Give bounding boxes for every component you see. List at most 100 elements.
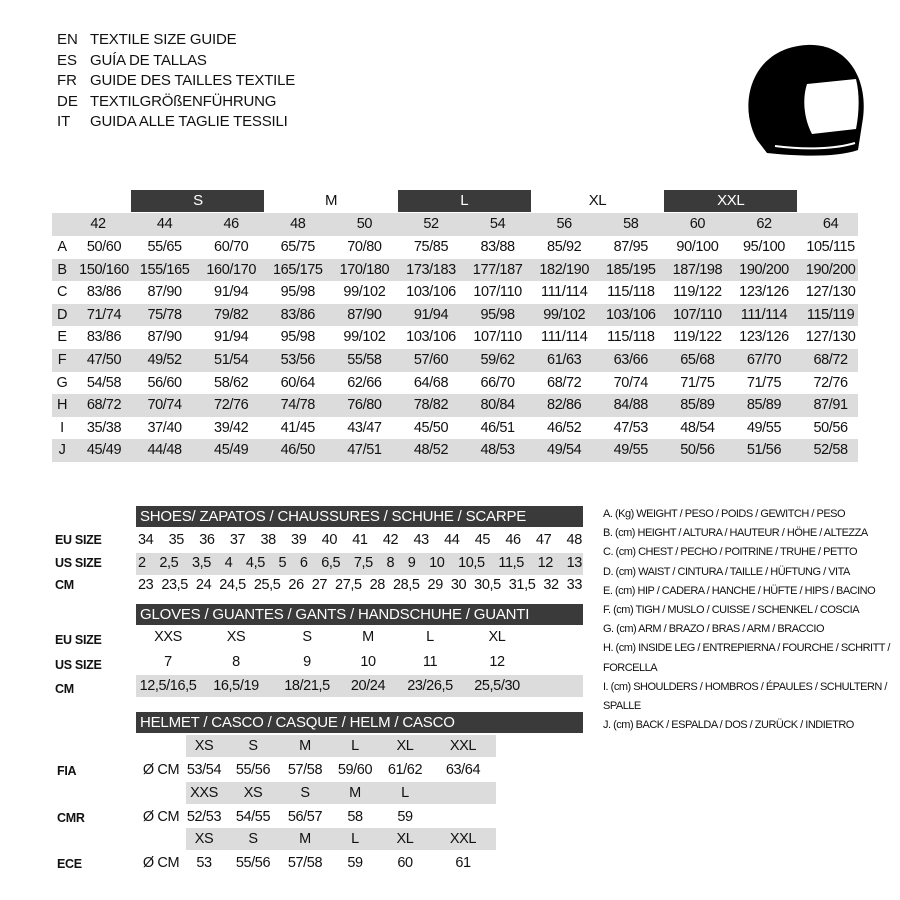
shoe-size: 30,5 xyxy=(474,577,501,593)
shoe-size: 2 xyxy=(138,554,146,571)
size-value: 49/55 xyxy=(613,442,649,459)
glove-size: 8 xyxy=(232,653,240,670)
column-header: 64 xyxy=(822,216,839,232)
size-value: 71/75 xyxy=(680,374,715,391)
shoe-size: 8 xyxy=(386,554,395,571)
size-value: 190/200 xyxy=(805,261,856,278)
size-value: 119/122 xyxy=(673,329,722,346)
legend-item: G. (cm) ARM / BRAZO / BRAS / ARM / BRACC… xyxy=(603,623,825,636)
size-value: 68/72 xyxy=(86,397,122,414)
helmet-size: XL xyxy=(396,738,414,754)
size-value: 173/183 xyxy=(406,261,456,278)
size-value: 55/65 xyxy=(147,239,182,255)
helmet-size: XXL xyxy=(449,831,477,847)
size-value: 68/72 xyxy=(547,374,582,391)
size-value: 82/86 xyxy=(547,397,582,414)
size-value: 103/106 xyxy=(406,329,456,346)
glove-size: 7 xyxy=(164,653,172,670)
shoe-size: 30 xyxy=(450,577,467,593)
size-value: 85/89 xyxy=(746,397,782,414)
size-value: 87/95 xyxy=(613,239,649,255)
helmet-value: 55/56 xyxy=(235,855,271,871)
row-label: I xyxy=(60,419,64,436)
standard-name: ECE xyxy=(57,857,82,871)
helmet-size: L xyxy=(351,831,359,847)
size-value: 99/102 xyxy=(343,284,386,301)
row-bg xyxy=(186,828,496,850)
row-label: CM xyxy=(55,578,74,592)
size-value: 84/88 xyxy=(613,397,649,414)
shoe-size: 4,5 xyxy=(245,554,265,571)
shoe-size: 3,5 xyxy=(191,554,211,571)
shoe-size: 13 xyxy=(566,554,583,571)
size-value: 47/51 xyxy=(347,442,382,459)
column-header: 62 xyxy=(756,216,772,232)
glove-size: 10 xyxy=(360,653,376,670)
shoe-size: 40 xyxy=(321,532,338,548)
unit-label: Ø CM xyxy=(142,855,180,871)
size-value: 177/187 xyxy=(472,261,523,278)
size-value: 44/48 xyxy=(147,442,182,459)
size-group: M xyxy=(325,192,338,209)
helmet-value: 59/60 xyxy=(337,762,373,778)
size-value: 83/86 xyxy=(86,329,122,346)
shoe-size: 29 xyxy=(427,577,444,593)
size-value: 127/130 xyxy=(805,329,856,346)
legend-item: H. (cm) INSIDE LEG / ENTREPIERNA / FOURC… xyxy=(603,642,890,674)
size-value: 111/114 xyxy=(540,284,588,301)
legend-item: I. (cm) SHOULDERS / HOMBROS / ÉPAULES / … xyxy=(603,680,887,713)
shoe-size: 9 xyxy=(407,554,416,571)
header-title: GUIDA ALLE TAGLIE TESSILI xyxy=(90,113,288,131)
helmet-value: 61/62 xyxy=(387,762,423,778)
size-value: 70/80 xyxy=(347,239,382,255)
shoe-size: 26 xyxy=(288,577,304,593)
shoe-row: 2 2,5 3,5 4 4,5 5 6 6,5 7,5 8 9 10 10,5 11,5 12 13 xyxy=(138,553,582,574)
legend-item: E. (cm) HIP / CADERA / HANCHE / HÜFTE / … xyxy=(603,584,876,597)
size-value: 75/78 xyxy=(147,306,182,323)
glove-size: 25,5/30 xyxy=(474,678,520,694)
size-value: 107/110 xyxy=(473,329,522,346)
glove-size: M xyxy=(362,629,374,645)
shoe-size: 2,5 xyxy=(159,554,179,571)
size-value: 52/58 xyxy=(813,442,848,459)
size-value: 111/114 xyxy=(540,329,588,346)
helmet-value: 61 xyxy=(455,855,471,871)
section-header: HELMET / CASCO / CASQUE / HELM / CASCO xyxy=(136,712,583,733)
size-value: 185/195 xyxy=(605,261,656,278)
shoe-size: 12 xyxy=(537,554,554,571)
shoe-size: 46 xyxy=(505,532,521,548)
helmet-value: 59 xyxy=(397,808,413,825)
size-value: 91/94 xyxy=(413,306,449,323)
shoe-size: 23,5 xyxy=(161,577,188,593)
row-bg xyxy=(136,552,583,575)
glove-size: 11 xyxy=(422,653,438,670)
shoe-size: 4 xyxy=(224,554,233,571)
size-value: 65/68 xyxy=(680,352,715,368)
size-value: 75/85 xyxy=(413,239,449,255)
size-value: 107/110 xyxy=(473,284,522,301)
row-label: A xyxy=(57,239,67,255)
row-label: US SIZE xyxy=(55,657,102,672)
helmet-value: 55/56 xyxy=(235,762,271,778)
size-value: 60/70 xyxy=(214,239,249,255)
size-value: 95/98 xyxy=(280,284,316,301)
size-value: 50/56 xyxy=(813,419,848,436)
size-value: 87/90 xyxy=(147,329,182,346)
size-value: 87/90 xyxy=(347,306,382,323)
size-value: 49/54 xyxy=(547,442,582,459)
shoe-size: 37 xyxy=(229,532,246,548)
row-label: F xyxy=(57,352,67,368)
size-value: 43/47 xyxy=(347,419,382,436)
shoe-size: 10,5 xyxy=(458,554,485,571)
size-value: 48/53 xyxy=(480,442,515,459)
shoe-size: 24 xyxy=(195,577,212,593)
column-header: 54 xyxy=(489,216,506,232)
size-value: 60/64 xyxy=(280,374,316,391)
size-value: 64/68 xyxy=(413,374,449,391)
legend-item: F. (cm) TIGH / MUSLO / CUISSE / SCHENKEL… xyxy=(603,604,860,617)
shoe-size: 10 xyxy=(429,554,445,571)
size-value: 115/118 xyxy=(607,329,655,346)
size-value: 103/106 xyxy=(406,284,456,301)
row-label: CM xyxy=(55,682,74,696)
size-value: 62/66 xyxy=(347,374,382,391)
